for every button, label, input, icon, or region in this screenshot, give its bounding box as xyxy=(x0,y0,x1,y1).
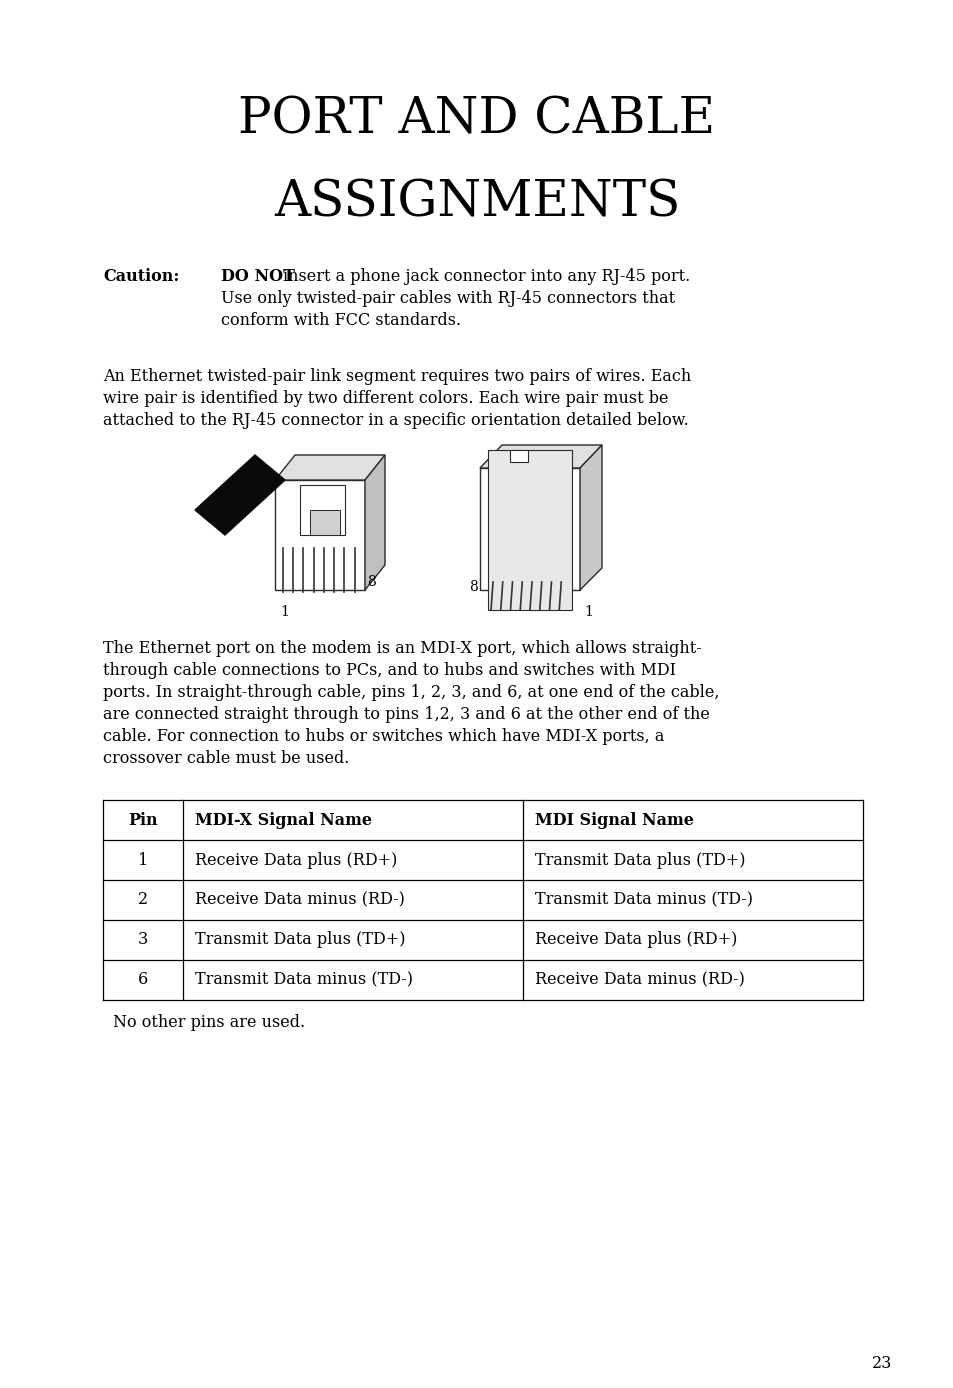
Text: Caution:: Caution: xyxy=(103,268,179,285)
Text: 23: 23 xyxy=(871,1355,891,1371)
Polygon shape xyxy=(510,450,527,462)
Text: Pin: Pin xyxy=(128,812,157,829)
Text: 1: 1 xyxy=(280,605,289,619)
Text: Receive Data plus (RD+): Receive Data plus (RD+) xyxy=(535,931,737,948)
Text: A​SSIGNMENTS: A​SSIGNMENTS xyxy=(274,178,679,228)
Text: MDI-X Signal Name: MDI-X Signal Name xyxy=(194,812,372,829)
Text: ports. In straight-through cable, pins 1, 2, 3, and 6, at one end of the cable,: ports. In straight-through cable, pins 1… xyxy=(103,684,719,701)
Polygon shape xyxy=(365,455,385,590)
Polygon shape xyxy=(488,450,572,609)
Polygon shape xyxy=(479,446,601,468)
Text: Receive Data minus (RD-): Receive Data minus (RD-) xyxy=(194,891,404,909)
Text: 1: 1 xyxy=(583,605,592,619)
Text: insert a phone jack connector into any RJ-45 port.: insert a phone jack connector into any R… xyxy=(283,268,690,285)
Polygon shape xyxy=(310,509,339,534)
Text: 1: 1 xyxy=(138,851,148,869)
Text: crossover cable must be used.: crossover cable must be used. xyxy=(103,750,349,768)
Text: conform with FCC standards.: conform with FCC standards. xyxy=(221,312,460,329)
Polygon shape xyxy=(194,455,285,534)
Text: Transmit Data plus (TD+): Transmit Data plus (TD+) xyxy=(194,931,405,948)
Polygon shape xyxy=(274,455,385,480)
Text: 3: 3 xyxy=(138,931,148,948)
Text: MDI Signal Name: MDI Signal Name xyxy=(535,812,693,829)
Text: wire pair is identified by two different colors. Each wire pair must be: wire pair is identified by two different… xyxy=(103,390,668,407)
Text: The Ethernet port on the modem is an MDI-X port, which allows straight-: The Ethernet port on the modem is an MDI… xyxy=(103,640,701,657)
Polygon shape xyxy=(299,484,345,534)
Text: Receive Data plus (RD+): Receive Data plus (RD+) xyxy=(194,851,397,869)
Text: DO NOT: DO NOT xyxy=(221,268,294,285)
Text: Transmit Data minus (TD-): Transmit Data minus (TD-) xyxy=(194,972,413,988)
Text: P​ORT AND C​ABLE: P​ORT AND C​ABLE xyxy=(238,94,715,144)
Text: attached to the RJ-45 connector in a specific orientation detailed below.: attached to the RJ-45 connector in a spe… xyxy=(103,412,688,429)
Text: Transmit Data minus (TD-): Transmit Data minus (TD-) xyxy=(535,891,752,909)
Text: An Ethernet twisted-pair link segment requires two pairs of wires. Each: An Ethernet twisted-pair link segment re… xyxy=(103,368,691,384)
Polygon shape xyxy=(274,480,365,590)
Text: Receive Data minus (RD-): Receive Data minus (RD-) xyxy=(535,972,744,988)
Text: 6: 6 xyxy=(138,972,148,988)
Text: 8: 8 xyxy=(469,580,477,594)
Text: 8: 8 xyxy=(367,575,375,589)
Text: 2: 2 xyxy=(138,891,148,909)
Text: through cable connections to PCs, and to hubs and switches with MDI: through cable connections to PCs, and to… xyxy=(103,662,676,679)
Text: Use only twisted-pair cables with RJ-45 connectors that: Use only twisted-pair cables with RJ-45 … xyxy=(221,290,675,307)
Text: No other pins are used.: No other pins are used. xyxy=(112,1015,305,1031)
Text: Transmit Data plus (TD+): Transmit Data plus (TD+) xyxy=(535,851,744,869)
Polygon shape xyxy=(479,468,579,590)
Text: are connected straight through to pins 1,2, 3 and 6 at the other end of the: are connected straight through to pins 1… xyxy=(103,706,709,723)
Text: cable. For connection to hubs or switches which have MDI-X ports, a: cable. For connection to hubs or switche… xyxy=(103,727,663,745)
Polygon shape xyxy=(579,446,601,590)
